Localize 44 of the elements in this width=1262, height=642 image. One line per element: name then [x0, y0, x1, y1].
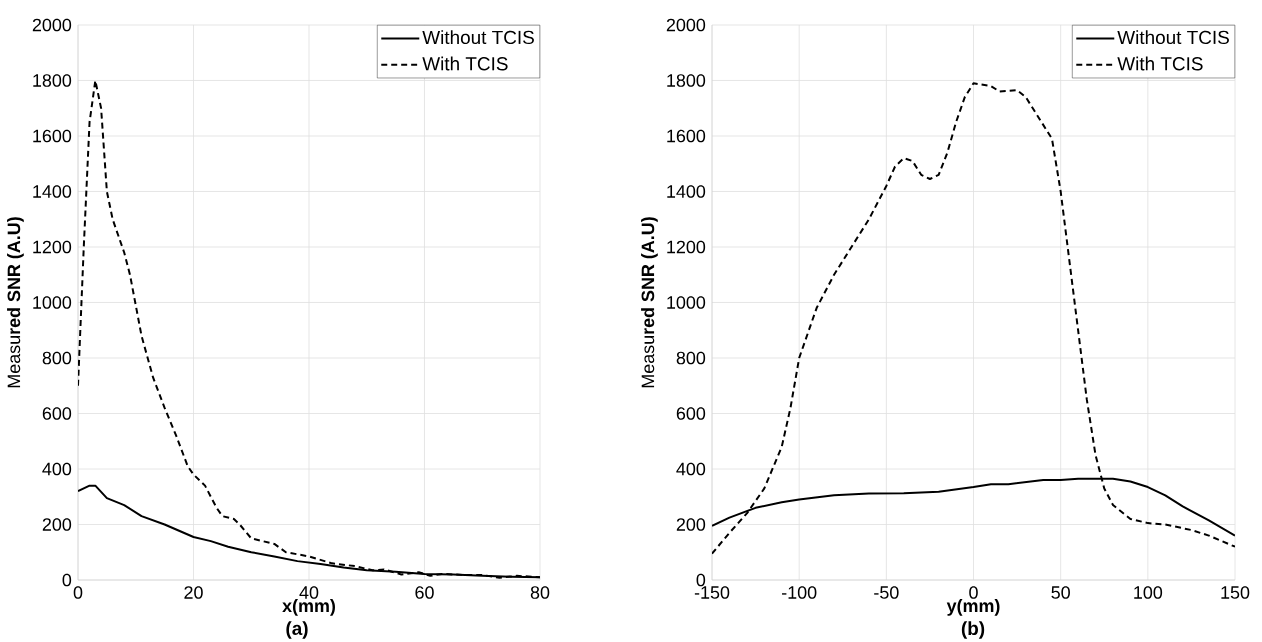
y-tick-label: 400	[676, 462, 706, 476]
y-tick-label: 400	[42, 462, 72, 476]
x-tick-label: 20	[184, 586, 203, 599]
y-tick-label: 0	[696, 573, 706, 587]
y-tick-label: 800	[676, 351, 706, 365]
y-axis-title: Measured SNR (A.U)	[641, 217, 658, 388]
x-tick-label: 0	[969, 586, 978, 599]
text: (a)	[286, 621, 308, 639]
y-tick-label: 1600	[33, 129, 72, 143]
y-tick-label: 1000	[33, 296, 72, 309]
x-tick-label: 0	[73, 586, 83, 599]
y-tick-label: 600	[42, 407, 72, 420]
x-axis-title: y(mm)	[946, 599, 1000, 616]
y-axis-title: Measured SNR (A.U)	[7, 217, 24, 388]
x-tick-label: 150	[1221, 586, 1250, 599]
y-tick-label: 800	[42, 351, 72, 365]
x-tick-label: 80	[530, 586, 550, 599]
x-tick-label: -100	[782, 586, 817, 599]
y-tick-label: 1000	[667, 296, 706, 309]
x-tick-label: 40	[299, 586, 319, 599]
y-tick-label: 1800	[667, 74, 706, 87]
legend-label: Without TCIS	[1117, 30, 1229, 45]
y-tick-label: 1200	[33, 240, 72, 254]
y-tick-label: 2000	[666, 18, 706, 32]
legend-label: Without TCIS	[422, 30, 534, 45]
y-tick-label: 2000	[32, 18, 72, 32]
legend-label: With TCIS	[422, 56, 508, 71]
y-tick-label: 1400	[667, 185, 706, 198]
legend-label: With TCIS	[1117, 56, 1203, 71]
x-axis-title: x(mm)	[282, 599, 335, 616]
y-tick-label: 1200	[667, 240, 706, 254]
x-tick-label: -150	[694, 586, 730, 599]
y-tick-label: 0	[62, 573, 72, 587]
x-tick-label: 50	[1051, 586, 1070, 599]
y-tick-label: 600	[676, 407, 706, 420]
x-tick-label: -50	[874, 586, 899, 599]
y-tick-label: 200	[676, 518, 706, 531]
y-tick-label: 1400	[33, 185, 72, 198]
y-tick-label: 200	[42, 518, 72, 531]
text: (b)	[961, 621, 985, 639]
x-tick-label: 100	[1134, 586, 1163, 599]
y-tick-label: 1600	[667, 129, 706, 143]
x-tick-label: 60	[415, 586, 434, 599]
y-tick-label: 1800	[33, 74, 72, 87]
